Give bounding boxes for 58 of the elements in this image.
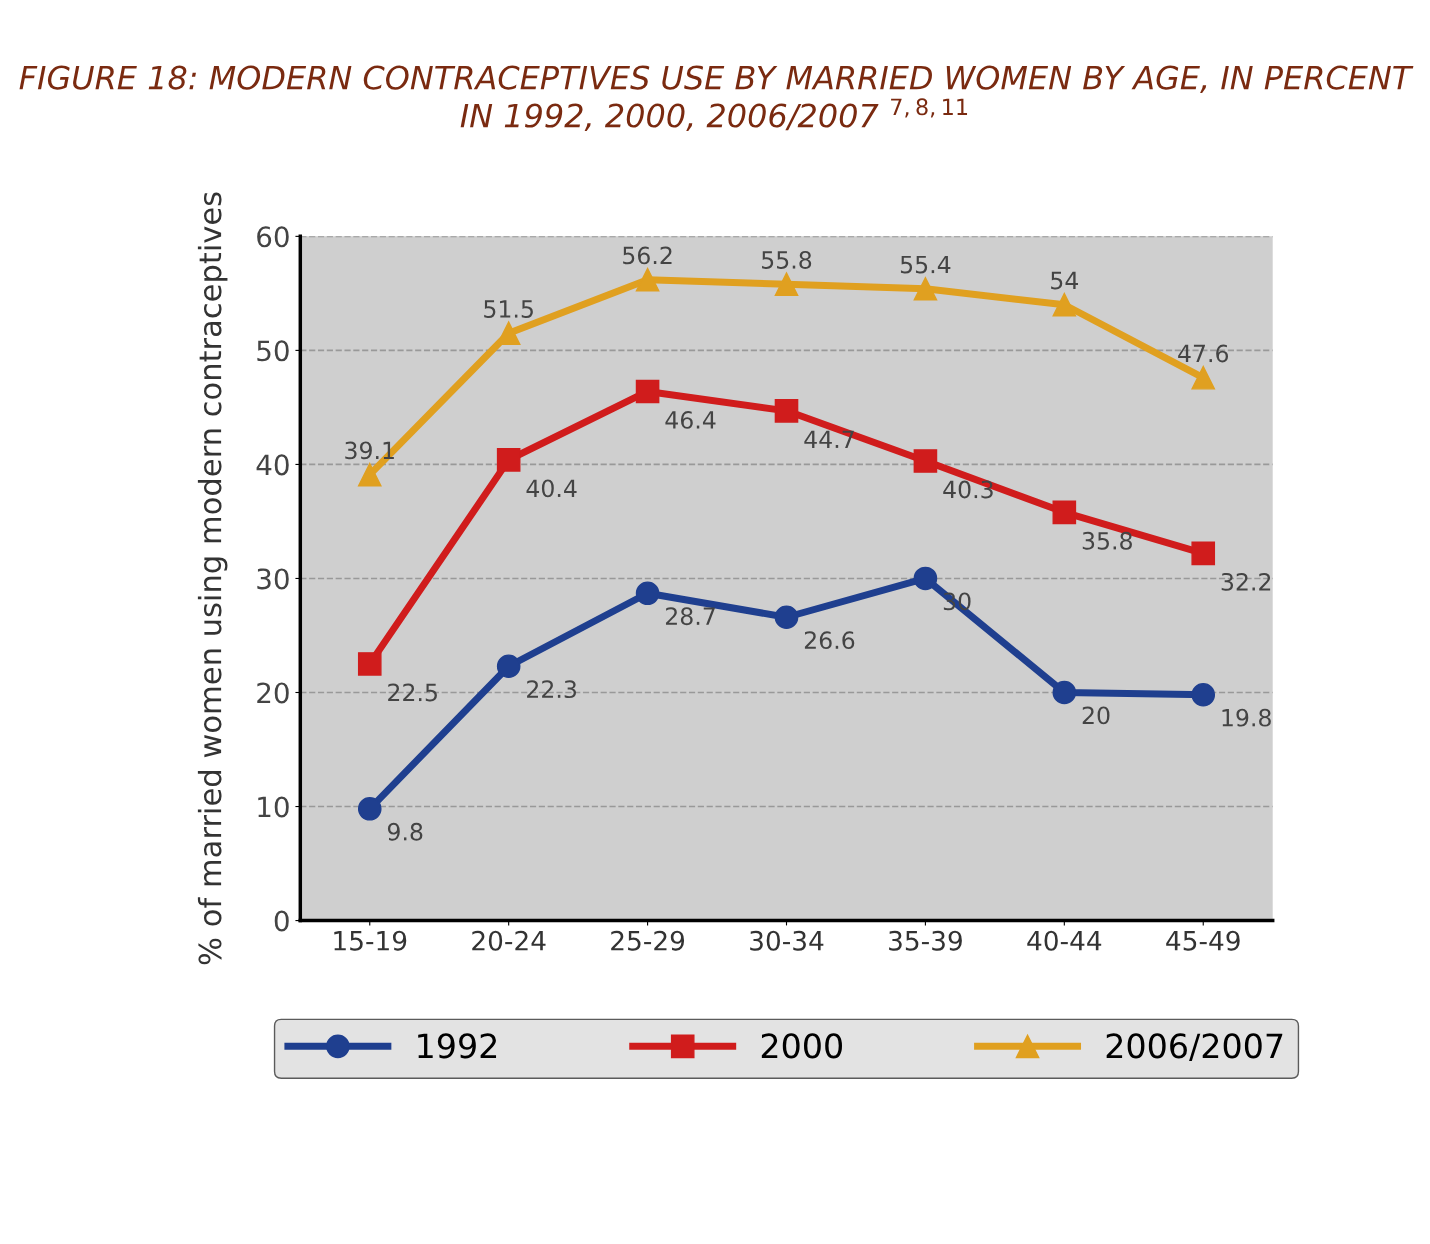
legend-label: 2000	[761, 1033, 842, 1059]
point	[357, 652, 382, 676]
x-tick-label: 45-49	[1166, 930, 1240, 951]
data-label: 51.5	[484, 300, 533, 318]
data-label: 28.7	[665, 607, 715, 626]
data-label: 46.4	[665, 410, 716, 429]
point	[913, 566, 938, 591]
chart-title: FIGURE 18: MODERN CONTRACEPTIVES USE BY MARRIED WOMEN BY AGE, IN PERCENT IN 1992, 2000, 2006/2007 $^{7,8,11}$	[19, 65, 1414, 131]
point	[357, 462, 382, 487]
data-label: 40.4	[526, 479, 577, 498]
data-label: 47.6	[1178, 344, 1229, 363]
point	[635, 267, 660, 292]
point	[1052, 292, 1077, 317]
data-label: 22.3	[527, 680, 577, 699]
legend-label: 1992	[418, 1033, 497, 1059]
data-label: 40.3	[943, 480, 993, 499]
x-tick-label: 40-44	[1027, 930, 1102, 951]
data-label: 26.6	[804, 631, 855, 650]
data-label: 9.8	[387, 822, 423, 841]
data-label: 54	[1051, 271, 1079, 290]
point	[913, 277, 938, 301]
y-tick-label: 30	[257, 568, 289, 590]
y-tick-label: 20	[257, 682, 289, 704]
data-label: 32.2	[1221, 572, 1271, 591]
y-tick-label: 60	[257, 226, 289, 248]
y-axis-title: % of married women using modern contraceptives	[197, 192, 228, 965]
point	[774, 399, 799, 423]
point	[913, 449, 938, 473]
x-tick-label: 20-24	[472, 930, 546, 951]
data-label: 22.5	[388, 683, 437, 702]
data-label: 20	[1082, 706, 1110, 725]
point	[774, 272, 799, 297]
data-label: 19.8	[1222, 708, 1271, 727]
x-tick-label: 30-34	[750, 930, 824, 951]
data-label: 55.4	[900, 255, 951, 274]
point	[635, 379, 660, 404]
y-tick-label: 10	[258, 796, 289, 818]
data-label: 55.8	[762, 251, 812, 269]
y-tick-label: 40	[256, 454, 289, 476]
point	[357, 797, 382, 821]
x-tick-label: 35-39	[889, 930, 962, 951]
point	[496, 448, 521, 472]
x-tick-label: 25-29	[611, 930, 685, 951]
point	[635, 581, 660, 606]
point	[1191, 682, 1216, 707]
y-tick-label: 0	[274, 910, 289, 932]
data-label: 56.2	[623, 246, 672, 265]
data-label: 44.7	[804, 430, 854, 448]
legend-label: 2006/2007	[1106, 1033, 1283, 1062]
point	[1052, 500, 1077, 525]
point	[1191, 541, 1216, 566]
point	[1052, 680, 1077, 705]
point	[1191, 365, 1216, 390]
y-tick-label: 50	[257, 340, 289, 362]
x-tick-label: 15-19	[334, 930, 407, 951]
point	[774, 605, 799, 630]
data-label: 35.8	[1082, 531, 1132, 550]
point	[496, 654, 521, 679]
